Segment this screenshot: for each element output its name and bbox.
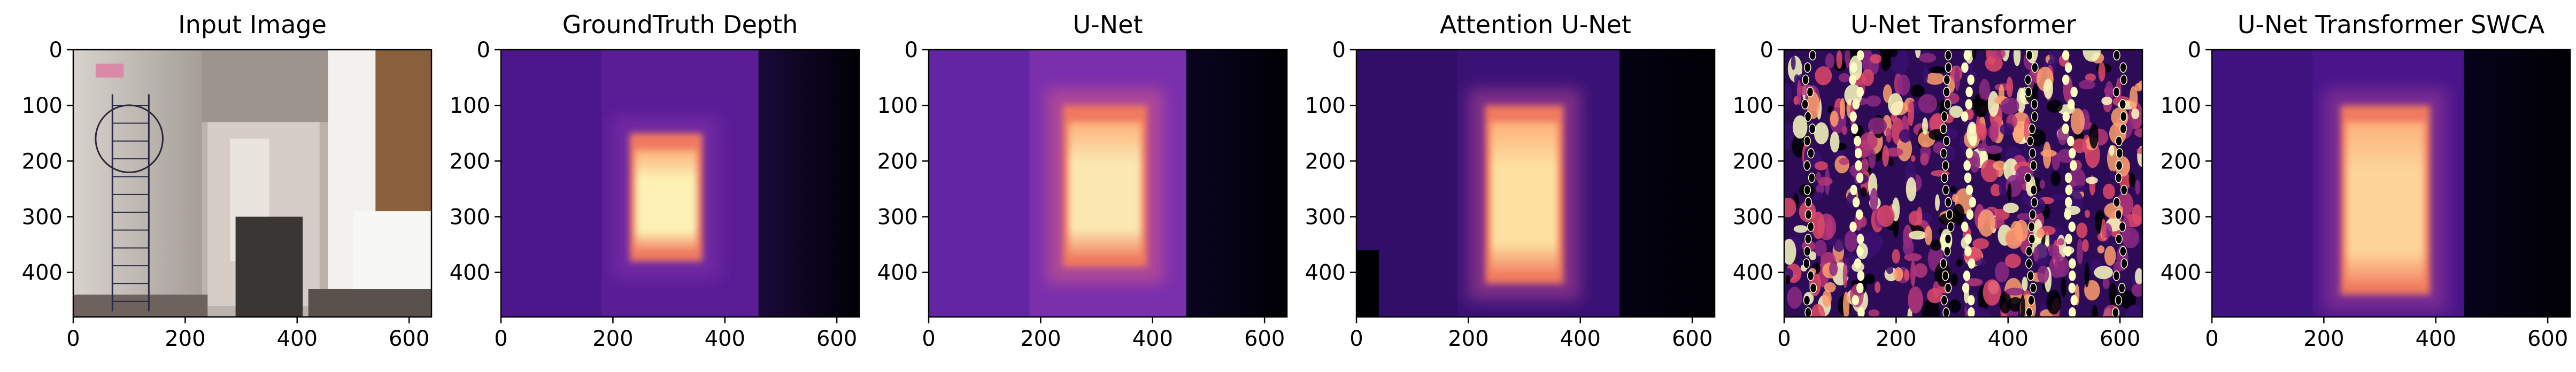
x-tick-label: 0 [922, 327, 935, 351]
x-tick-label: 200 [1020, 327, 1061, 351]
y-tick-label: 400 [450, 261, 490, 285]
panel-image [2212, 50, 2570, 317]
x-tick-label: 600 [816, 327, 857, 351]
y-tick-label: 300 [2161, 205, 2201, 230]
panel-title: GroundTruth Depth [562, 10, 798, 39]
panel-title: U-Net Transformer [1850, 10, 2076, 39]
y-tick-label: 300 [450, 205, 490, 230]
x-tick-label: 200 [592, 327, 633, 351]
axes-frame [2211, 49, 2571, 318]
panel-image [501, 50, 859, 317]
y-tick-label: 400 [2161, 261, 2201, 285]
panel-depth-attn: Attention U-Net 0 200 400 600 0 100 200 300 400 [1305, 10, 1716, 351]
x-tick-label: 200 [2303, 327, 2344, 351]
x-tick-label: 600 [2527, 327, 2568, 351]
y-tick-label: 100 [2161, 94, 2201, 118]
x-tick-label: 0 [2205, 327, 2218, 351]
y-tick-label: 0 [905, 38, 918, 63]
y-tick-label: 300 [1733, 205, 1773, 230]
x-tick-label: 0 [1349, 327, 1363, 351]
x-tick-label: 400 [1988, 327, 2029, 351]
y-tick-label: 0 [49, 38, 63, 63]
y-tick-label: 0 [1332, 38, 1346, 63]
y-tick-label: 300 [877, 205, 918, 230]
y-tick-label: 100 [1733, 94, 1773, 118]
panel-depth-noisy: U-Net Transformer 0 200 400 600 0 100 200 300 400 [1733, 10, 2143, 351]
axes-frame [500, 49, 860, 318]
axes-frame [72, 49, 433, 318]
x-tick-label: 400 [2416, 327, 2456, 351]
y-tick-label: 200 [1733, 149, 1773, 174]
panel-photo: Input Image 0 200 400 600 0 100 200 300 400 [22, 10, 433, 351]
panel-depth-unet: U-Net 0 200 400 600 0 100 200 300 400 [877, 10, 1288, 351]
axes-frame [928, 49, 1288, 318]
y-tick-label: 0 [2188, 38, 2201, 63]
x-tick-label: 600 [1672, 327, 1713, 351]
panel-title: U-Net Transformer SWCA [2238, 10, 2545, 39]
panel-title: Attention U-Net [1440, 10, 1631, 39]
y-tick-label: 0 [1760, 38, 1773, 63]
panel-title: Input Image [178, 10, 327, 39]
y-tick-label: 200 [450, 149, 490, 174]
x-tick-label: 600 [1244, 327, 1285, 351]
y-tick-label: 400 [1733, 261, 1773, 285]
y-tick-label: 200 [877, 149, 918, 174]
x-tick-label: 0 [66, 327, 80, 351]
y-tick-label: 400 [22, 261, 63, 285]
panel-depth-gt: GroundTruth Depth 0 200 400 600 0 100 200 300 400 [450, 10, 860, 351]
y-tick-label: 400 [1305, 261, 1346, 285]
y-tick-label: 0 [477, 38, 490, 63]
y-tick-label: 100 [877, 94, 918, 118]
y-tick-label: 300 [22, 205, 63, 230]
x-tick-label: 400 [705, 327, 745, 351]
axes-frame [1783, 49, 2143, 318]
x-tick-label: 0 [494, 327, 507, 351]
y-tick-label: 300 [1305, 205, 1346, 230]
panel-image [73, 50, 431, 317]
x-tick-label: 200 [165, 327, 205, 351]
x-tick-label: 200 [1448, 327, 1488, 351]
x-tick-label: 200 [1876, 327, 1916, 351]
y-tick-label: 100 [1305, 94, 1346, 118]
panel-image [929, 50, 1287, 317]
x-tick-label: 400 [1560, 327, 1601, 351]
y-tick-label: 200 [2161, 149, 2201, 174]
panel-depth-swca: U-Net Transformer SWCA 0 200 400 600 0 100 200 3… [2161, 10, 2571, 351]
y-tick-label: 100 [450, 94, 490, 118]
x-tick-label: 400 [1132, 327, 1173, 351]
x-tick-label: 600 [389, 327, 429, 351]
y-tick-label: 200 [22, 149, 63, 174]
y-tick-label: 100 [22, 94, 63, 118]
axes-frame [1355, 49, 1716, 318]
y-tick-label: 200 [1305, 149, 1346, 174]
panel-image [1356, 50, 1715, 317]
panel-title: U-Net [1073, 10, 1143, 39]
y-tick-label: 400 [877, 261, 918, 285]
x-tick-label: 0 [1777, 327, 1791, 351]
panel-image [1784, 50, 2142, 317]
x-tick-label: 600 [2100, 327, 2140, 351]
x-tick-label: 400 [277, 327, 318, 351]
